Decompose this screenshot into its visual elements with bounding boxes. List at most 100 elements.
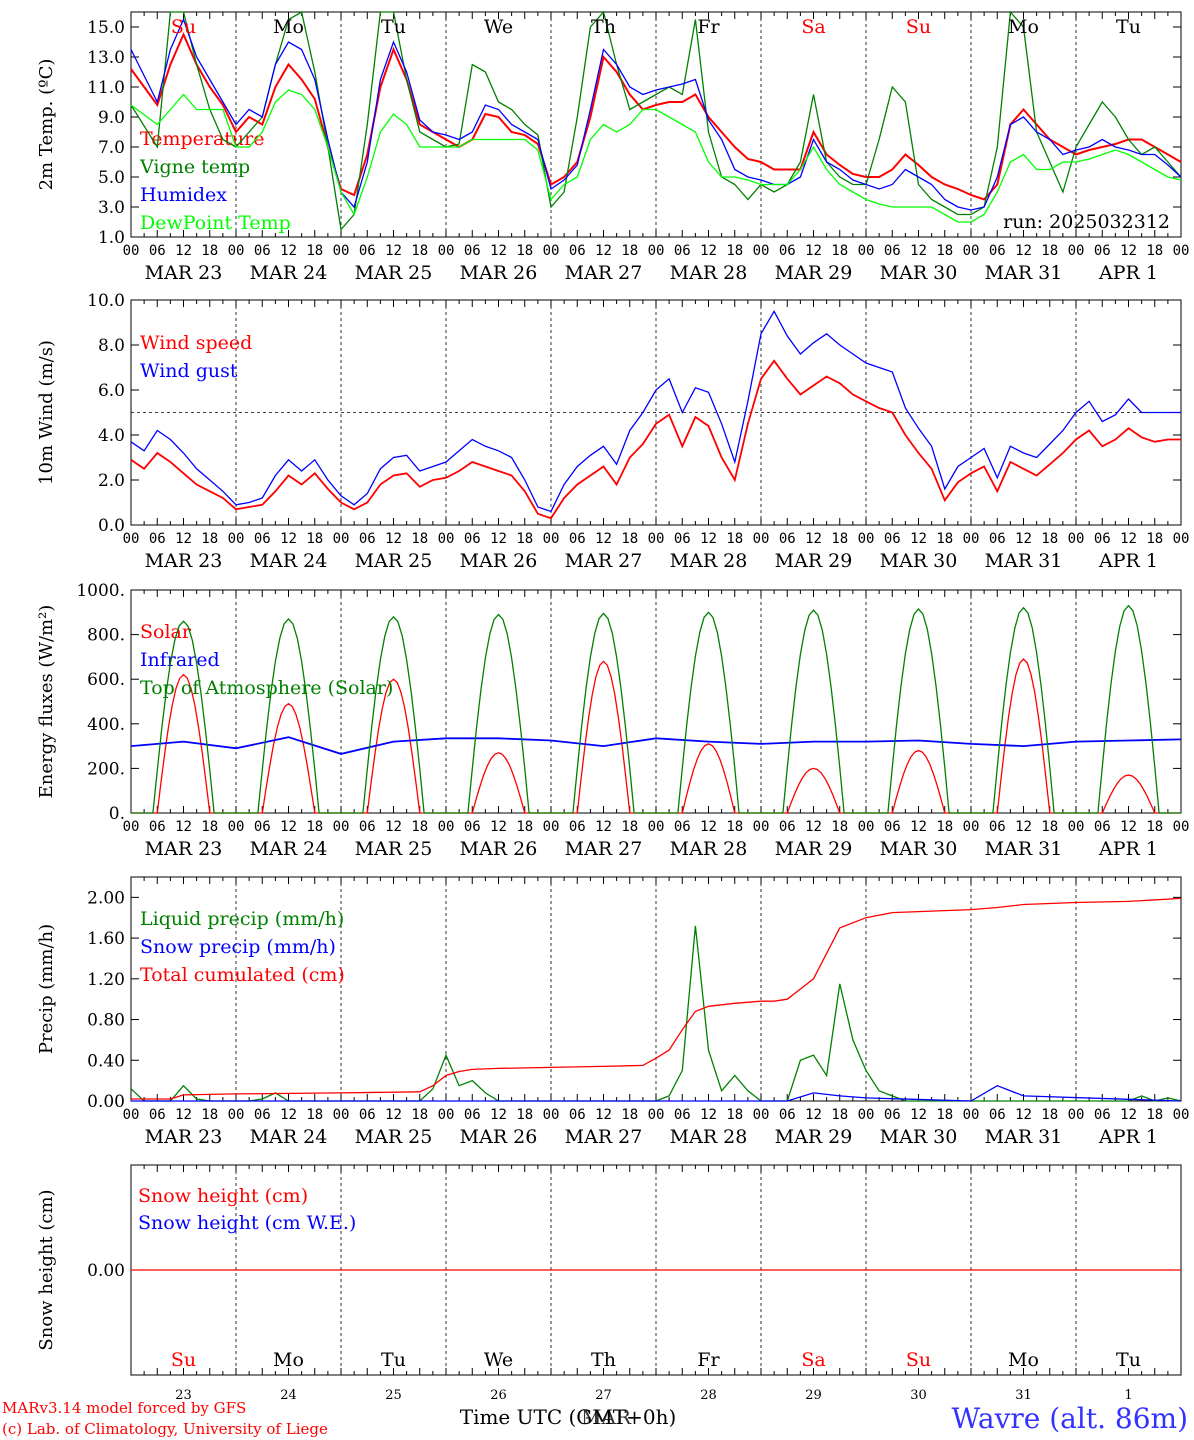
weekday-label-bottom: Su (906, 1349, 931, 1371)
x-hour-label: 12 (1120, 531, 1137, 547)
legend-wind-gust: Wind gust (140, 360, 238, 382)
x-hour-label: 06 (779, 243, 796, 259)
x-hour-label: 00 (1173, 819, 1190, 835)
x-date-label: MAR 23 (145, 1126, 223, 1148)
day-number-label: 28 (700, 1388, 717, 1403)
series-line-infrared (130, 736, 1182, 755)
x-hour-label: 12 (490, 243, 507, 259)
x-hour-label: 12 (280, 531, 297, 547)
x-hour-label: 12 (595, 1107, 612, 1123)
x-hour-label: 06 (254, 531, 271, 547)
x-hour-label: 18 (201, 1107, 218, 1123)
y-axis-label: 10m Wind (m/s) (36, 340, 57, 485)
legend-wind-speed: Wind speed (140, 332, 252, 354)
y-tick-label: 0.00 (87, 1261, 125, 1281)
x-hour-label: 12 (595, 819, 612, 835)
x-hour-label: 18 (201, 819, 218, 835)
x-hour-label: 00 (123, 243, 140, 259)
x-hour-label: 00 (963, 819, 980, 835)
y-axis-label: Energy fluxes (W/m²) (36, 605, 57, 799)
panel-frame (130, 11, 1182, 238)
day-number-label: 29 (805, 1388, 822, 1403)
y-tick-label: 1.20 (87, 970, 125, 990)
x-hour-label: 00 (438, 1107, 455, 1123)
x-hour-label: 06 (464, 243, 481, 259)
x-hour-label: 18 (516, 243, 533, 259)
y-tick-label: 2.00 (87, 888, 125, 908)
x-date-label: MAR 30 (880, 262, 958, 284)
x-date-label: MAR 28 (670, 1126, 748, 1148)
x-date-label: MAR 29 (775, 838, 853, 860)
x-hour-label: 00 (1173, 243, 1190, 259)
x-hour-label: 06 (989, 531, 1006, 547)
x-hour-label: 12 (1015, 819, 1032, 835)
series-line-wind-speed (130, 359, 1181, 520)
x-hour-label: 12 (385, 1107, 402, 1123)
day-number-label: 25 (385, 1388, 402, 1403)
x-hour-label: 12 (175, 1107, 192, 1123)
legend-liquid-precip-mm-h-: Liquid precip (mm/h) (140, 908, 344, 930)
x-hour-label: 06 (569, 819, 586, 835)
y-tick-label: 1.60 (87, 929, 125, 949)
x-hour-label: 18 (1146, 531, 1163, 547)
weekday-label-bottom: Tu (1116, 1349, 1141, 1371)
x-hour-label: 00 (543, 1107, 560, 1123)
panel-energy: 0. 200. 400. 600. 800. 1000. Energy fluxes (W/… (36, 581, 1189, 860)
x-hour-label: 18 (1146, 1107, 1163, 1123)
y-tick-label: 3.0 (98, 198, 125, 218)
x-date-label: MAR 31 (985, 550, 1063, 572)
y-tick-label: 13.0 (87, 48, 125, 68)
x-hour-label: 00 (543, 531, 560, 547)
weekday-label-top: Tu (381, 16, 406, 38)
x-date-label: MAR 27 (565, 550, 643, 572)
y-tick-label: 800. (87, 626, 125, 646)
x-date-label: MAR 29 (775, 262, 853, 284)
x-hour-label: 06 (149, 531, 166, 547)
x-hour-label: 06 (569, 1107, 586, 1123)
x-hour-label: 00 (963, 1107, 980, 1123)
x-hour-label: 00 (333, 1107, 350, 1123)
x-hour-label: 18 (621, 819, 638, 835)
x-axis-overlap-label: MAR (581, 1405, 632, 1429)
x-hour-label: 00 (753, 243, 770, 259)
credit-line-1: MARv3.14 model forced by GFS (2, 1399, 246, 1417)
legend-solar: Solar (140, 621, 192, 643)
x-hour-label: 00 (648, 1107, 665, 1123)
x-hour-label: 12 (490, 1107, 507, 1123)
x-hour-label: 18 (1041, 1107, 1058, 1123)
x-date-label: APR 1 (1098, 838, 1158, 860)
x-hour-label: 18 (411, 819, 428, 835)
x-hour-label: 00 (333, 531, 350, 547)
weekday-label-top: Su (906, 16, 931, 38)
x-hour-label: 18 (726, 531, 743, 547)
series-line-total-cumulated-cm- (131, 897, 1182, 1100)
x-hour-label: 06 (674, 819, 691, 835)
y-tick-label: 7.0 (98, 138, 125, 158)
x-hour-label: 18 (621, 1107, 638, 1123)
x-hour-label: 12 (385, 531, 402, 547)
x-hour-label: 00 (333, 819, 350, 835)
x-hour-label: 18 (726, 243, 743, 259)
x-hour-label: 18 (936, 243, 953, 259)
x-hour-label: 00 (1068, 1107, 1085, 1123)
x-hour-label: 18 (516, 819, 533, 835)
x-date-label: MAR 24 (250, 550, 328, 572)
x-hour-label: 00 (228, 819, 245, 835)
panel-precip: 0.00 0.40 0.80 1.20 1.60 2.00 Precip (mm/h) Liq… (36, 876, 1189, 1148)
x-hour-label: 06 (1094, 243, 1111, 259)
x-hour-label: 12 (280, 819, 297, 835)
weekday-label-top: Tu (1116, 16, 1141, 38)
day-number-label: 23 (175, 1388, 192, 1403)
x-hour-label: 06 (989, 819, 1006, 835)
weekday-label-top: Fr (697, 16, 720, 38)
day-number-label: 1 (1124, 1388, 1132, 1403)
x-hour-label: 00 (1173, 531, 1190, 547)
weekday-label-bottom: Fr (697, 1349, 720, 1371)
x-date-label: MAR 25 (355, 262, 433, 284)
x-hour-label: 12 (595, 531, 612, 547)
x-hour-label: 12 (910, 243, 927, 259)
x-hour-label: 00 (753, 819, 770, 835)
x-hour-label: 00 (1068, 531, 1085, 547)
x-hour-label: 06 (779, 1107, 796, 1123)
x-hour-label: 06 (254, 819, 271, 835)
